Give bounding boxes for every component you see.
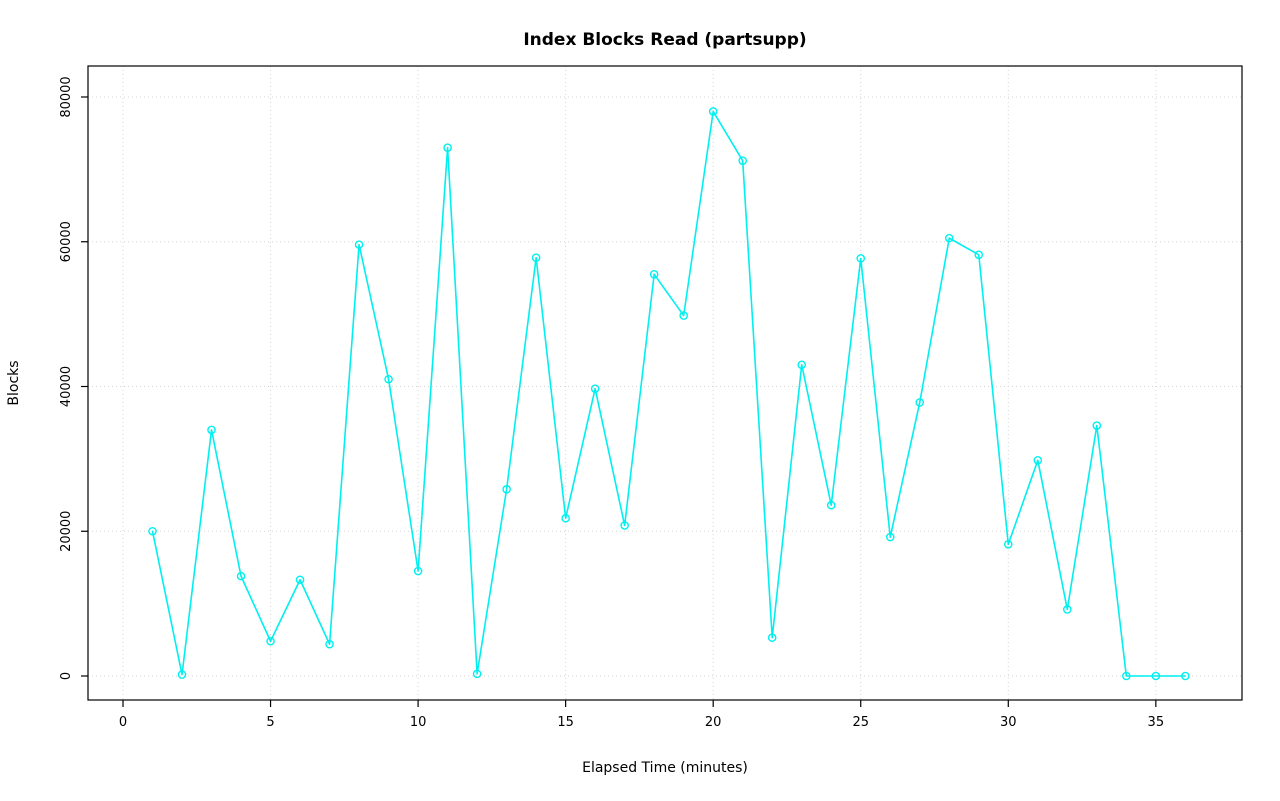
data-point: [590, 384, 600, 393]
data-point: [885, 532, 895, 542]
chart-title: Index Blocks Read (partsupp): [523, 30, 806, 50]
data-point: [620, 521, 629, 530]
data-point: [354, 240, 364, 249]
data-point: [1122, 671, 1131, 681]
data-point: [708, 107, 718, 116]
data-point: [384, 374, 393, 384]
y-tick-label: 60000: [59, 221, 74, 262]
axes: 0 5 10 15 20 25 30 35 0 20000 40000 60000 80000: [59, 65, 1243, 730]
x-tick-label: 35: [1148, 715, 1165, 730]
y-tick-label: 40000: [59, 366, 74, 407]
data-point: [679, 311, 688, 320]
y-tick-label: 0: [59, 672, 74, 680]
data-point: [295, 575, 305, 585]
data-point: [826, 500, 836, 510]
data-point: [1003, 539, 1013, 549]
data-point: [738, 156, 747, 165]
data-point: [207, 425, 216, 435]
data-point: [531, 253, 541, 262]
data-point: [1063, 605, 1072, 614]
data-point: [443, 143, 452, 152]
x-tick-label: 30: [1000, 715, 1017, 730]
plot-box: [87, 65, 1243, 701]
data-series: [148, 107, 1190, 681]
data-point: [1033, 456, 1043, 465]
data-point: [797, 360, 807, 370]
x-tick-label: 15: [557, 715, 574, 730]
x-axis-label: Elapsed Time (minutes): [582, 760, 748, 776]
data-point: [974, 250, 984, 260]
data-point: [266, 636, 275, 646]
y-axis-label: Blocks: [6, 360, 22, 405]
data-point: [649, 270, 659, 279]
x-tick-label: 0: [119, 715, 127, 730]
data-point: [1092, 421, 1102, 430]
data-point: [915, 398, 925, 407]
data-point: [1181, 671, 1190, 681]
x-tick-label: 25: [852, 715, 869, 730]
data-point: [1151, 671, 1161, 681]
data-point: [148, 526, 157, 536]
data-point: [236, 571, 246, 581]
series-line: [151, 110, 1187, 677]
data-point: [561, 513, 570, 523]
data-point: [325, 639, 334, 649]
y-tick-label: 20000: [59, 511, 74, 552]
data-point: [177, 670, 187, 679]
x-tick-label: 10: [410, 715, 427, 730]
grid-lines: [88, 66, 1242, 700]
data-point: [472, 669, 482, 679]
data-point: [856, 254, 866, 263]
data-point: [413, 566, 423, 576]
data-point: [767, 633, 777, 642]
data-point: [502, 484, 511, 494]
x-tick-label: 5: [266, 715, 274, 730]
x-tick-label: 20: [705, 715, 722, 730]
data-point: [944, 233, 954, 243]
y-tick-label: 80000: [59, 76, 74, 117]
